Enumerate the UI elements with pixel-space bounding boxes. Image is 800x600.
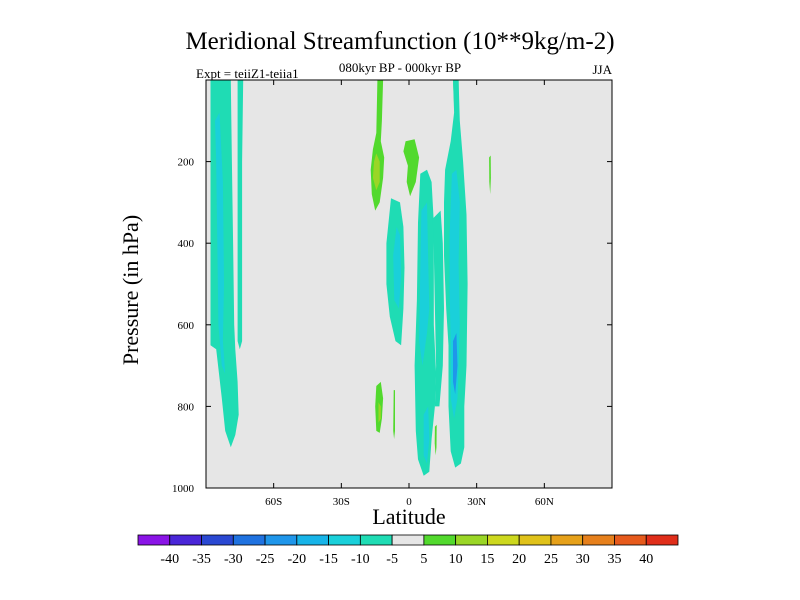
colorbar-swatch bbox=[359, 534, 393, 546]
colorbar-swatch bbox=[423, 534, 457, 546]
colorbar-label: -5 bbox=[386, 552, 398, 567]
region-eq-column-core-2 bbox=[423, 406, 430, 464]
region-lower-green-eq bbox=[434, 424, 437, 456]
colorbar-swatch bbox=[518, 534, 552, 546]
axis-ticks: 60S 30S 0 30N 60N 200 400 600 800 1000 bbox=[172, 80, 612, 508]
colorbar-swatch bbox=[232, 534, 266, 546]
colorbar-swatch bbox=[296, 534, 329, 546]
region-lower-green-thin bbox=[393, 390, 395, 439]
region-lower-green-left-core bbox=[378, 402, 381, 423]
colorbar-label: 40 bbox=[639, 552, 653, 567]
region-sh-midlat-core bbox=[393, 226, 402, 309]
colorbar-label: -20 bbox=[287, 552, 306, 567]
colorbar-swatch bbox=[614, 534, 647, 546]
colorbar-swatch bbox=[391, 534, 425, 546]
y-tick-label: 1000 bbox=[172, 483, 195, 495]
region-upper-green-core bbox=[372, 153, 380, 191]
region-sh-polar-band-core bbox=[215, 112, 226, 374]
colorbar-label: 25 bbox=[544, 552, 558, 567]
region-upper-green-speck bbox=[489, 155, 491, 195]
colorbar-swatch bbox=[550, 534, 584, 546]
contour-regions bbox=[210, 80, 491, 476]
region-upper-green-small bbox=[403, 139, 420, 197]
x-tick-label: 60S bbox=[265, 496, 282, 508]
experiment-label: Expt = teiiZ1-teiia1 bbox=[196, 66, 299, 81]
colorbar-swatch bbox=[201, 534, 234, 546]
x-tick-label: 30S bbox=[333, 496, 350, 508]
colorbar-label: 10 bbox=[449, 552, 463, 567]
colorbar-swatch bbox=[169, 534, 202, 546]
colorbar-label: -25 bbox=[256, 552, 275, 567]
region-sh-thin-band bbox=[237, 80, 244, 350]
colorbar-swatch bbox=[455, 534, 488, 546]
colorbar-label: -15 bbox=[319, 552, 338, 567]
colorbar-label: -40 bbox=[160, 552, 179, 567]
y-tick-label: 200 bbox=[178, 157, 195, 169]
chart-subtitle: 080kyr BP - 000kyr BP bbox=[338, 60, 462, 75]
x-tick-label: 30N bbox=[467, 496, 486, 508]
colorbar-label: -35 bbox=[192, 552, 211, 567]
colorbar-label: 15 bbox=[480, 552, 494, 567]
colorbar-swatch bbox=[328, 534, 361, 546]
colorbar-label: -10 bbox=[351, 552, 370, 567]
region-between-columns-cyan bbox=[432, 210, 444, 407]
colorbar-swatch bbox=[645, 534, 679, 546]
colorbar-label: 35 bbox=[607, 552, 621, 567]
x-tick-label: 60N bbox=[535, 496, 554, 508]
y-tick-label: 400 bbox=[178, 238, 195, 250]
region-eq-column-core bbox=[419, 202, 430, 366]
x-axis-label: Latitude bbox=[372, 504, 446, 529]
y-tick-label: 600 bbox=[178, 320, 195, 332]
colorbar-label: -30 bbox=[224, 552, 243, 567]
chart-title: Meridional Streamfunction (10**9kg/m-2) bbox=[185, 28, 615, 55]
region-nh-tropical-core bbox=[449, 169, 460, 419]
region-nh-tropical-core-3 bbox=[453, 333, 458, 395]
season-label: JJA bbox=[592, 62, 612, 77]
colorbar-swatch bbox=[264, 534, 298, 546]
x-tick-label: 0 bbox=[406, 496, 412, 508]
colorbar-label: 30 bbox=[576, 552, 590, 567]
colorbar-swatch bbox=[137, 534, 171, 546]
colorbar-swatch bbox=[487, 534, 520, 546]
colorbar-label: 5 bbox=[420, 552, 427, 567]
colorbar: -40 -35 -30 -25 -20 -15 -10 -5 5 10 15 20 25 30 35 40 bbox=[137, 534, 679, 567]
y-tick-label: 800 bbox=[178, 401, 195, 413]
colorbar-label: 20 bbox=[512, 552, 526, 567]
colorbar-swatch bbox=[582, 534, 615, 546]
